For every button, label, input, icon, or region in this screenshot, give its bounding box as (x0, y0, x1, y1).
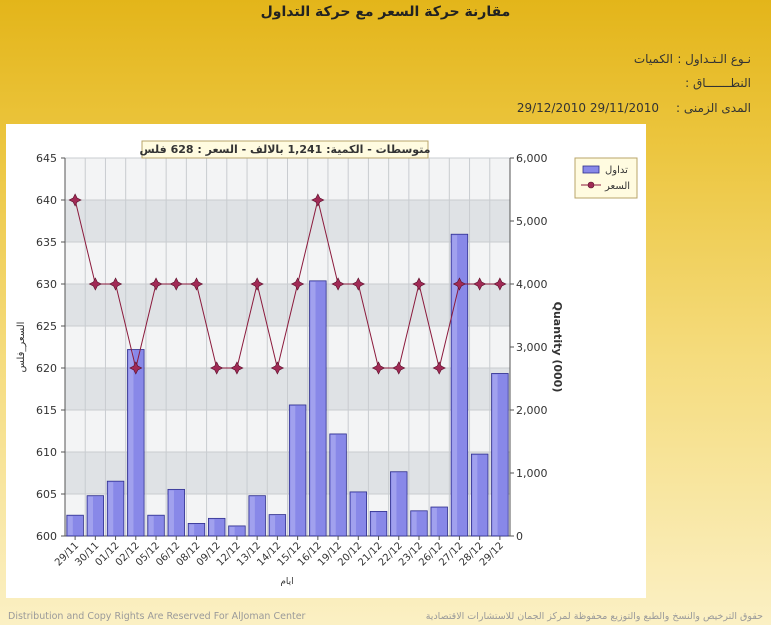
price-point (149, 277, 163, 291)
right-tick-label: 4,000 (516, 278, 548, 291)
price-point (290, 277, 305, 291)
price-point (270, 361, 285, 375)
price-point (129, 361, 143, 375)
left-tick-label: 635 (36, 236, 57, 249)
volume-bar-highlight (310, 281, 316, 535)
trade-type-row: نـوع الـتـداول : الكميات (634, 52, 751, 66)
price-point (472, 277, 487, 291)
price-point (68, 193, 82, 207)
range-row: النطـــــــاق : (673, 76, 751, 90)
chart-title: متوسطات - الكمية: 1,241 بالالف - السعر :… (140, 143, 431, 156)
volume-bar-highlight (148, 516, 154, 535)
price-point (351, 277, 365, 291)
period-label: المدى الزمنى : (676, 101, 751, 115)
footer-copyright-ar: حقوق الترخيص والنسخ والطبع والتوزيع محفو… (425, 611, 763, 622)
x-axis-label: ايام (280, 577, 293, 587)
volume-bar-highlight (391, 472, 397, 535)
right-tick-label: 1,000 (516, 467, 548, 480)
price-line (74, 199, 500, 369)
volume-bar-highlight (270, 515, 276, 535)
left-tick-label: 600 (36, 530, 57, 543)
price-point (452, 277, 467, 291)
price-point (210, 361, 224, 375)
left-tick-label: 610 (36, 446, 57, 459)
volume-bar-highlight (411, 511, 417, 535)
volume-bar-highlight (209, 519, 215, 535)
price-volume-chart: 600 605 610 615 620 625 630 635 640 645 0 1,000 2,00… (16, 140, 638, 587)
volume-bar-highlight (88, 496, 94, 535)
trade-type-label: نـوع الـتـداول : (677, 52, 751, 66)
price-point (108, 277, 123, 291)
volume-bar-highlight (452, 235, 458, 535)
legend-bar-swatch (582, 165, 600, 174)
volume-bar-highlight (108, 482, 114, 535)
volume-bar-highlight (189, 524, 195, 535)
range-label: النطـــــــاق : (685, 76, 751, 90)
price-point (88, 277, 103, 291)
volume-bar-highlight (229, 526, 235, 535)
price-point (392, 361, 406, 375)
price-point (331, 277, 345, 291)
volume-bar-highlight (492, 374, 498, 535)
legend-line-marker (587, 181, 595, 189)
price-point (432, 361, 446, 375)
volume-bar-highlight (472, 455, 478, 535)
volume-bar-highlight (290, 405, 296, 535)
price-point (169, 277, 183, 291)
y2-axis-label: Quantity (000) (551, 302, 564, 393)
right-tick-label: 5,000 (516, 215, 548, 228)
volume-bar-highlight (431, 508, 437, 535)
trade-type-value: الكميات (633, 52, 673, 66)
volume-bar-highlight (371, 512, 377, 535)
right-tick-label: 0 (516, 530, 523, 543)
volume-bar-highlight (330, 434, 336, 535)
price-point (230, 361, 244, 375)
left-tick-label: 640 (36, 194, 57, 207)
volume-bar-highlight (168, 490, 174, 535)
legend-box (574, 157, 638, 199)
price-point (493, 277, 507, 291)
right-tick-label: 2,000 (516, 404, 548, 417)
price-point (412, 277, 426, 291)
left-tick-label: 605 (36, 488, 57, 501)
price-point (371, 361, 386, 375)
period-row: المدى الزمنى : 29/12/2010 29/11/2010 (517, 101, 751, 115)
price-point (189, 277, 204, 291)
legend-bar-label: تداول (605, 165, 628, 176)
footer-copyright-en: Distribution and Copy Rights Are Reserve… (8, 611, 306, 622)
left-tick-label: 615 (36, 404, 57, 417)
volume-bar-highlight (67, 516, 73, 535)
chart-panel: 600 605 610 615 620 625 630 635 640 645 0 1,000 2,00… (6, 124, 646, 598)
volume-bar-highlight (249, 496, 255, 535)
left-tick-label: 645 (36, 152, 57, 165)
left-tick-label: 625 (36, 320, 57, 333)
left-tick-label: 630 (36, 278, 57, 291)
volume-bar-highlight (351, 492, 356, 535)
left-tick-label: 620 (36, 362, 57, 375)
period-value: 29/12/2010 29/11/2010 (516, 101, 659, 115)
right-tick-label: 3,000 (516, 341, 548, 354)
price-point (250, 277, 264, 291)
right-tick-label: 6,000 (516, 152, 548, 165)
chart-title-box (141, 140, 429, 159)
volume-bar-highlight (128, 350, 134, 535)
y-axis-label: السعر_فلس (16, 322, 27, 373)
price-point (311, 193, 325, 207)
page-title: مقارنة حركة السعر مع حركة التداول (260, 4, 511, 20)
legend-line-label: السعر (604, 181, 630, 192)
